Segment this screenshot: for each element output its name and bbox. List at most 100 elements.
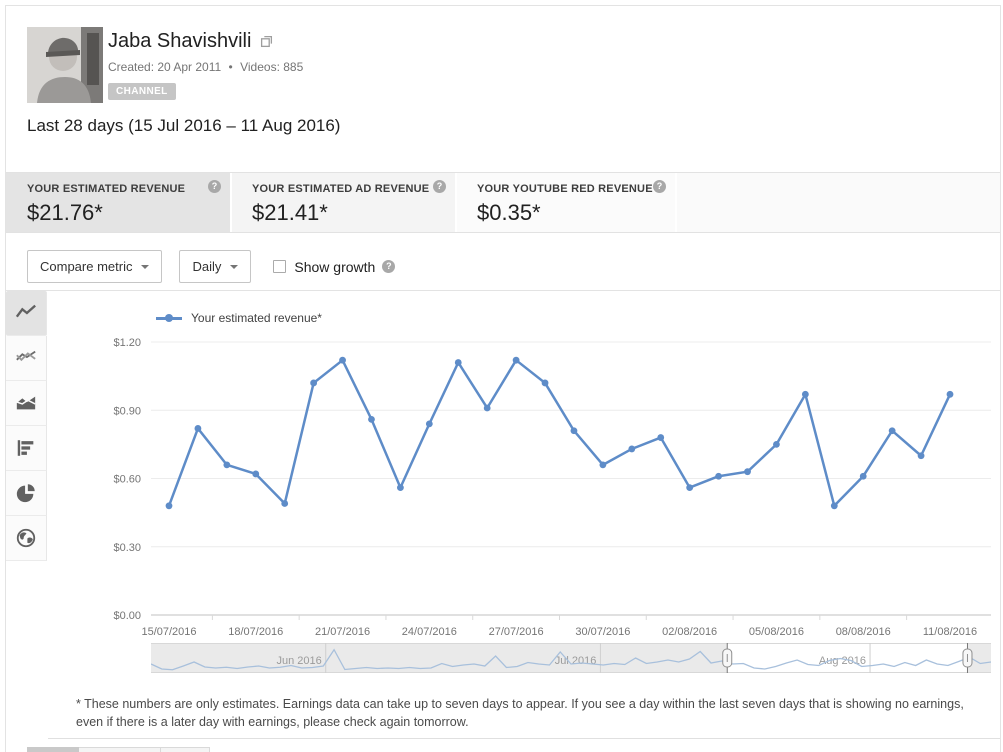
bottom-tab[interactable]	[27, 747, 79, 752]
globe-map-icon	[16, 528, 36, 548]
data-point[interactable]	[165, 502, 173, 510]
data-point[interactable]	[888, 427, 896, 435]
data-point[interactable]	[657, 434, 665, 441]
chart-legend: Your estimated revenue*	[156, 311, 322, 325]
area-chart-icon	[16, 396, 36, 410]
x-axis-label: 02/08/2016	[662, 626, 717, 638]
meta-separator: •	[228, 60, 233, 74]
data-point[interactable]	[454, 359, 462, 366]
top-border	[5, 5, 1001, 6]
chart-type-sidebar	[6, 291, 48, 561]
bottom-tabs-partial	[27, 747, 210, 752]
data-point[interactable]	[773, 440, 780, 448]
chart-type-bar-button[interactable]	[6, 426, 47, 471]
help-icon[interactable]: ?	[208, 180, 221, 193]
right-border	[1000, 5, 1001, 752]
channels-copy-icon[interactable]	[260, 35, 273, 48]
data-point[interactable]	[483, 404, 491, 412]
y-axis-label: $0.00	[113, 610, 141, 622]
legend-label: Your estimated revenue*	[191, 311, 322, 325]
y-axis-label: $0.60	[113, 474, 141, 486]
data-point[interactable]	[512, 356, 520, 364]
scrubber-unselected-right[interactable]	[967, 643, 991, 673]
show-growth-checkbox[interactable]	[273, 260, 287, 273]
data-point[interactable]	[541, 379, 549, 387]
data-point[interactable]	[801, 390, 809, 398]
data-point[interactable]	[281, 500, 289, 507]
bottom-tab[interactable]	[79, 747, 161, 752]
chart-type-multiline-button[interactable]	[6, 336, 47, 381]
avatar-photo-icon	[27, 27, 103, 103]
interval-dropdown[interactable]: Daily	[179, 250, 252, 283]
videos-count: Videos: 885	[240, 60, 304, 74]
x-axis-label: 27/07/2016	[489, 626, 544, 638]
section-divider	[6, 290, 1000, 291]
data-point[interactable]	[830, 502, 838, 510]
data-point[interactable]	[715, 472, 722, 480]
channel-avatar	[27, 27, 103, 103]
chart-type-map-button[interactable]	[6, 516, 47, 561]
compare-metric-label: Compare metric	[40, 259, 133, 274]
data-point[interactable]	[917, 452, 925, 460]
show-growth-control: Show growth ?	[273, 258, 396, 275]
metric-tab-estimated-ad-revenue[interactable]: YOUR ESTIMATED AD REVENUE $21.41* ?	[232, 173, 455, 232]
revenue-line-chart: $0.00 $0.30 $0.60 $0.90 $1.20 15/07/2016 18/07…	[113, 337, 991, 638]
metrics-row: YOUR ESTIMATED REVENUE $21.76* ? YOUR ES…	[6, 172, 1000, 233]
data-point[interactable]	[252, 470, 260, 478]
metrics-row-filler	[677, 173, 1000, 232]
bar-chart-icon	[17, 440, 34, 456]
bottom-tab[interactable]	[161, 747, 210, 752]
month-label: Aug 2016	[819, 655, 866, 667]
data-point[interactable]	[368, 415, 375, 423]
data-point[interactable]	[397, 484, 404, 491]
data-point[interactable]	[425, 420, 433, 428]
x-axis-label: 30/07/2016	[575, 626, 630, 638]
data-point[interactable]	[599, 461, 607, 469]
controls-row: Compare metric Daily Show growth ?	[27, 250, 396, 283]
x-axis-label: 15/07/2016	[141, 626, 196, 638]
chevron-down-icon	[141, 264, 150, 269]
chart-type-pie-button[interactable]	[6, 471, 47, 516]
help-icon[interactable]: ?	[653, 180, 666, 193]
x-axis-label: 18/07/2016	[228, 626, 283, 638]
data-point[interactable]	[339, 356, 346, 364]
data-point[interactable]	[310, 379, 318, 387]
metric-label: YOUR YOUTUBE RED REVENUE	[477, 183, 653, 195]
y-axis-label: $0.30	[113, 542, 141, 554]
help-icon[interactable]: ?	[382, 260, 396, 273]
date-range-heading: Last 28 days (15 Jul 2016 – 11 Aug 2016)	[27, 116, 341, 135]
data-point[interactable]	[686, 484, 694, 491]
x-axis-label: 21/07/2016	[315, 626, 370, 638]
data-point[interactable]	[628, 445, 636, 453]
timeline-scrubber[interactable]: Jun 2016 Jul 2016 Aug 2016	[151, 643, 991, 674]
y-axis-label: $1.20	[113, 337, 141, 349]
metric-value: $21.41*	[252, 200, 328, 225]
data-point[interactable]	[859, 472, 867, 480]
show-growth-label: Show growth	[294, 258, 376, 275]
x-axis-label: 11/08/2016	[923, 626, 977, 638]
month-label: Jul 2016	[555, 655, 597, 667]
data-point[interactable]	[223, 461, 231, 469]
metric-tab-youtube-red-revenue[interactable]: YOUR YOUTUBE RED REVENUE $0.35* ?	[457, 173, 675, 232]
left-border	[5, 5, 6, 752]
channel-badge: CHANNEL	[108, 83, 176, 100]
chart-panel: Your estimated revenue* $0.00 $0.30 $0.60 $…	[48, 291, 1000, 739]
help-icon[interactable]: ?	[433, 180, 446, 193]
interval-label: Daily	[192, 259, 222, 274]
data-point[interactable]	[570, 427, 578, 435]
metric-label: YOUR ESTIMATED AD REVENUE	[252, 183, 430, 195]
metric-tab-estimated-revenue[interactable]: YOUR ESTIMATED REVENUE $21.76* ?	[6, 173, 230, 232]
chart-type-line-button[interactable]	[6, 291, 47, 336]
x-axis-label: 05/08/2016	[749, 626, 804, 638]
pie-chart-icon	[16, 484, 35, 503]
created-date: Created: 20 Apr 2011	[108, 60, 222, 74]
metric-value: $21.76*	[27, 200, 103, 225]
chart-type-area-button[interactable]	[6, 381, 47, 426]
data-point[interactable]	[744, 468, 751, 476]
compare-metric-dropdown[interactable]: Compare metric	[27, 250, 163, 283]
data-point[interactable]	[946, 390, 954, 398]
y-axis-label: $0.90	[113, 405, 141, 417]
data-point[interactable]	[194, 425, 202, 432]
x-axis-label: 08/08/2016	[836, 626, 891, 638]
